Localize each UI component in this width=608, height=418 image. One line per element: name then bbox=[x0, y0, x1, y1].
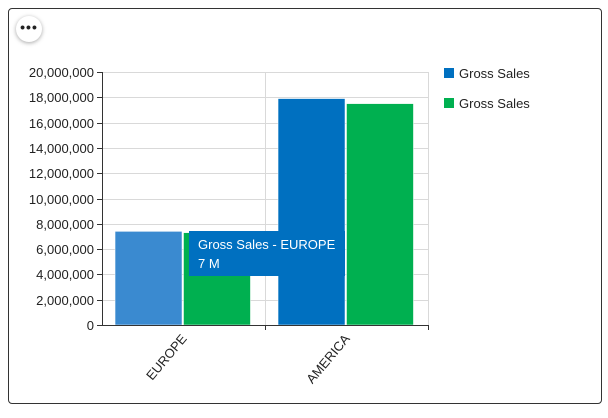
y-tick-label: 10,000,000 bbox=[29, 192, 94, 207]
legend-swatch-series-1 bbox=[444, 68, 454, 78]
bar-america-series-1 bbox=[277, 98, 346, 326]
y-tick-label: 2,000,000 bbox=[36, 293, 94, 308]
bar-europe-series-1 bbox=[114, 231, 183, 326]
legend-swatch-series-2 bbox=[444, 98, 454, 108]
y-tick-label: 16,000,000 bbox=[29, 116, 94, 131]
more-options-button[interactable]: ••• bbox=[16, 16, 42, 42]
y-tick-label: 4,000,000 bbox=[36, 267, 94, 282]
legend-label-series-2: Gross Sales bbox=[459, 95, 530, 111]
legend-label-series-1: Gross Sales bbox=[459, 65, 530, 81]
x-tick-label: AMERICA bbox=[303, 331, 353, 386]
chart-tooltip: Gross Sales - EUROPE 7 M bbox=[189, 231, 346, 276]
x-tick-label: EUROPE bbox=[143, 331, 190, 383]
chart-legend: Gross Sales Gross Sales bbox=[444, 64, 530, 124]
legend-item-series-1[interactable]: Gross Sales bbox=[444, 64, 530, 82]
y-tick-label: 18,000,000 bbox=[29, 90, 94, 105]
tooltip-title: Gross Sales - EUROPE bbox=[198, 237, 336, 252]
bar-america-series-2 bbox=[346, 103, 414, 326]
tooltip-value: 7 M bbox=[198, 256, 220, 271]
more-horizontal-icon: ••• bbox=[20, 19, 38, 35]
y-tick-label: 14,000,000 bbox=[29, 141, 94, 156]
y-tick-label: 20,000,000 bbox=[29, 65, 94, 80]
y-tick-label: 0 bbox=[87, 318, 94, 333]
y-tick-label: 12,000,000 bbox=[29, 166, 94, 181]
legend-item-series-2[interactable]: Gross Sales bbox=[444, 94, 530, 112]
y-tick-label: 8,000,000 bbox=[36, 217, 94, 232]
y-tick-label: 6,000,000 bbox=[36, 242, 94, 257]
